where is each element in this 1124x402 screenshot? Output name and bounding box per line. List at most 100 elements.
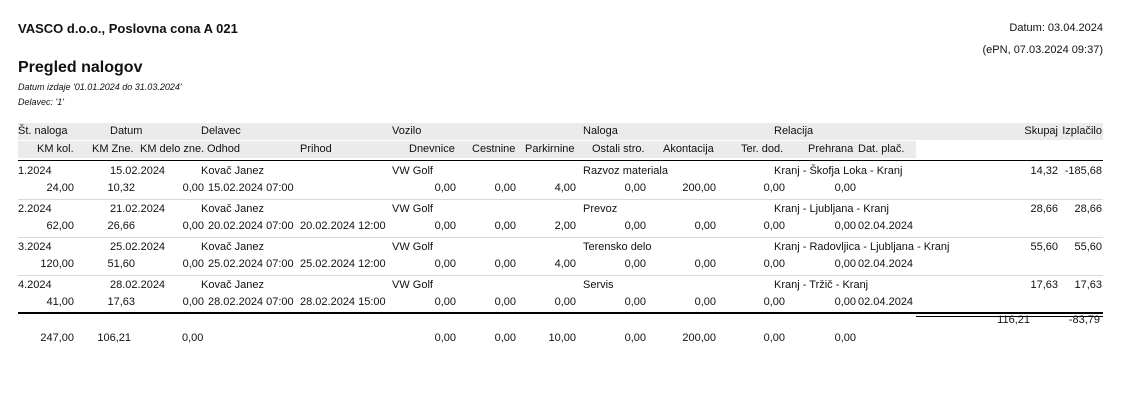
record-cell: 0,00 (694, 258, 716, 270)
column-header: Akontacija (663, 143, 714, 155)
record-cell: 0,00 (694, 296, 716, 308)
record-cell: 0,00 (624, 258, 646, 270)
record-cell: 0,00 (182, 296, 204, 308)
record-cell: 28,66 (1074, 203, 1102, 215)
column-header: Odhod (207, 143, 241, 155)
record-cell: VW Golf (392, 203, 433, 215)
record-cell: 0,00 (834, 182, 856, 194)
row-separator (18, 199, 1103, 200)
record-cell: VW Golf (392, 241, 433, 253)
column-header: Ostali stro. (592, 143, 645, 155)
column-header: Št. naloga (18, 125, 68, 137)
header-rule (18, 160, 1103, 161)
record-cell: 2,00 (554, 220, 576, 232)
record-cell: Kovač Janez (201, 241, 264, 253)
record-cell: Kranj - Škofja Loka - Kranj (774, 165, 903, 177)
record-cell: -185,68 (1064, 165, 1102, 177)
total-cell: 0,00 (434, 332, 456, 344)
record-cell: 28.02.2024 (110, 279, 166, 291)
column-header: KM delo zne. (140, 143, 205, 155)
record-cell: 10,32 (107, 182, 135, 194)
record-cell: 20.02.2024 07:00 (208, 220, 294, 232)
record-cell: 0,00 (494, 296, 516, 308)
column-header: Ter. dod. (741, 143, 784, 155)
record-cell: 1.2024 (18, 165, 52, 177)
record-cell: 17,63 (1030, 279, 1058, 291)
record-cell: 0,00 (763, 296, 785, 308)
column-header: Skupaj (1024, 125, 1058, 137)
record-cell: Servis (583, 279, 614, 291)
header-band (18, 141, 916, 158)
header-band (18, 123, 1103, 140)
record-cell: 0,00 (763, 220, 785, 232)
record-cell: 0,00 (494, 258, 516, 270)
record-cell: 200,00 (682, 182, 716, 194)
record-cell: 15.02.2024 (110, 165, 166, 177)
record-cell: 21.02.2024 (110, 203, 166, 215)
record-cell: VW Golf (392, 165, 433, 177)
totals-rule (18, 312, 1103, 314)
total-cell: 0,00 (182, 332, 204, 344)
record-cell: 0,00 (763, 258, 785, 270)
record-cell: 55,60 (1074, 241, 1102, 253)
record-cell: 0,00 (624, 182, 646, 194)
record-cell: Kranj - Radovljica - Ljubljana - Kranj (774, 241, 950, 253)
record-cell: Kranj - Tržič - Kranj (774, 279, 869, 291)
record-cell: Kovač Janez (201, 279, 264, 291)
totals-rule (916, 316, 1103, 317)
total-cell: 10,00 (548, 332, 576, 344)
record-cell: Kovač Janez (201, 165, 264, 177)
record-cell: 3.2024 (18, 241, 52, 253)
record-cell: 0,00 (624, 220, 646, 232)
record-cell: 02.04.2024 (858, 258, 914, 270)
total-cell: 247,00 (40, 332, 74, 344)
record-cell: 25.02.2024 07:00 (208, 258, 294, 270)
record-cell: 4.2024 (18, 279, 52, 291)
record-cell: 0,00 (494, 182, 516, 194)
record-cell: Prevoz (583, 203, 618, 215)
record-cell: 17,63 (1074, 279, 1102, 291)
column-header: Prihod (300, 143, 332, 155)
column-header: Datum (110, 125, 143, 137)
record-cell: 0,00 (554, 296, 576, 308)
column-header: Naloga (583, 125, 618, 137)
record-cell: Razvoz materiala (583, 165, 668, 177)
record-cell: 28.02.2024 15:00 (300, 296, 386, 308)
record-cell: 0,00 (834, 258, 856, 270)
record-cell: 4,00 (554, 258, 576, 270)
total-cell: 200,00 (682, 332, 716, 344)
column-header: Prehrana (808, 143, 854, 155)
period: Datum izdaje '01.01.2024 do 31.03.2024' (18, 82, 182, 92)
total-cell: 116,21 (997, 314, 1030, 326)
total-cell: -83,79 (1068, 314, 1100, 326)
record-cell: 28,66 (1030, 203, 1058, 215)
record-cell: 24,00 (46, 182, 74, 194)
record-cell: Kranj - Ljubljana - Kranj (774, 203, 889, 215)
total-cell: 0,00 (624, 332, 646, 344)
record-cell: 0,00 (434, 182, 456, 194)
record-cell: 51,60 (107, 258, 135, 270)
report-title: Pregled nalogov (18, 59, 143, 76)
record-cell: 02.04.2024 (858, 220, 914, 232)
row-separator (18, 275, 1103, 276)
column-header: Cestnine (472, 143, 516, 155)
record-cell: 62,00 (46, 220, 74, 232)
record-cell: Kovač Janez (201, 203, 264, 215)
record-cell: 0,00 (694, 220, 716, 232)
record-cell: 0,00 (834, 220, 856, 232)
column-header: Delavec (201, 125, 241, 137)
record-cell: 0,00 (834, 296, 856, 308)
column-header: Relacija (774, 125, 814, 137)
record-cell: 15.02.2024 07:00 (208, 182, 294, 194)
record-cell: 0,00 (434, 220, 456, 232)
record-cell: 0,00 (494, 220, 516, 232)
record-cell: 14,32 (1030, 165, 1058, 177)
generated: (ePN, 07.03.2024 09:37) (982, 44, 1103, 56)
total-cell: 0,00 (763, 332, 785, 344)
total-cell: 0,00 (834, 332, 856, 344)
record-cell: 4,00 (554, 182, 576, 194)
record-cell: 41,00 (46, 296, 74, 308)
column-header: Dat. plač. (858, 143, 905, 155)
column-header: Vozilo (392, 125, 422, 137)
total-cell: 0,00 (494, 332, 516, 344)
